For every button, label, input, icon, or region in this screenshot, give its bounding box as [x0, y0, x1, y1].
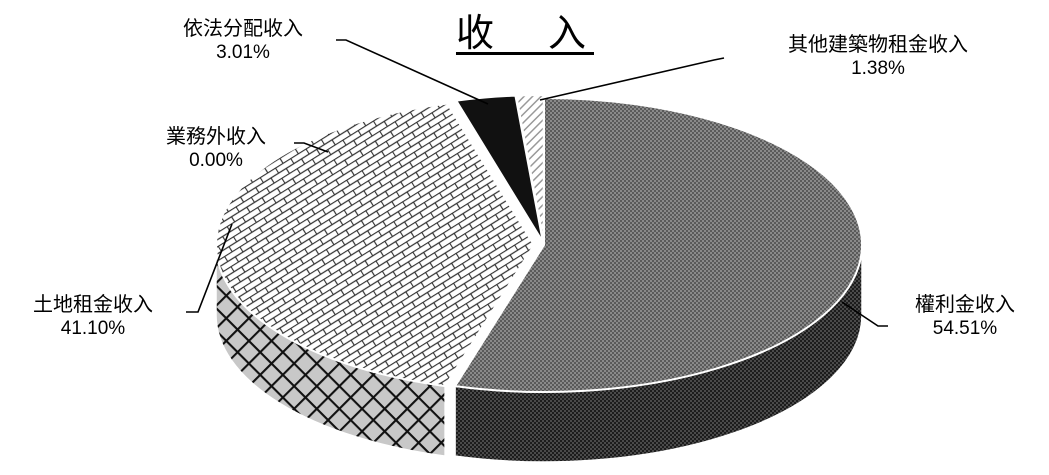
slice-name: 依法分配收入	[183, 16, 303, 40]
slice-label-other-building-rent: 其他建築物租金收入 1.38%	[728, 32, 1028, 81]
slice-value: 3.01%	[216, 42, 270, 63]
chart-title: 收 入	[455, 11, 594, 55]
pie-slice	[515, 94, 545, 243]
slice-label-royalty: 權利金收入 54.51%	[890, 292, 1040, 341]
pie-slice	[453, 96, 864, 393]
slice-name: 業務外收入	[166, 124, 266, 148]
slice-label-legal-allocation: 依法分配收入 3.01%	[148, 16, 338, 65]
leader-line	[539, 57, 725, 101]
pie-slice	[215, 102, 536, 388]
slice-label-non-operating: 業務外收入 0.00%	[126, 124, 306, 173]
slice-value: 54.51%	[932, 318, 998, 339]
slice-value: 1.38%	[851, 58, 905, 79]
slice-name: 土地租金收入	[33, 292, 153, 316]
leader-line	[294, 142, 329, 153]
leader-line	[841, 301, 888, 327]
slice-name: 權利金收入	[915, 292, 1015, 316]
slice-label-land-rent: 土地租金收入 41.10%	[0, 292, 186, 341]
slice-value: 41.10%	[60, 318, 126, 339]
slice-value: 0.00%	[189, 150, 243, 171]
leader-line	[336, 39, 489, 105]
slice-name: 其他建築物租金收入	[788, 32, 968, 56]
leader-line	[186, 223, 233, 313]
